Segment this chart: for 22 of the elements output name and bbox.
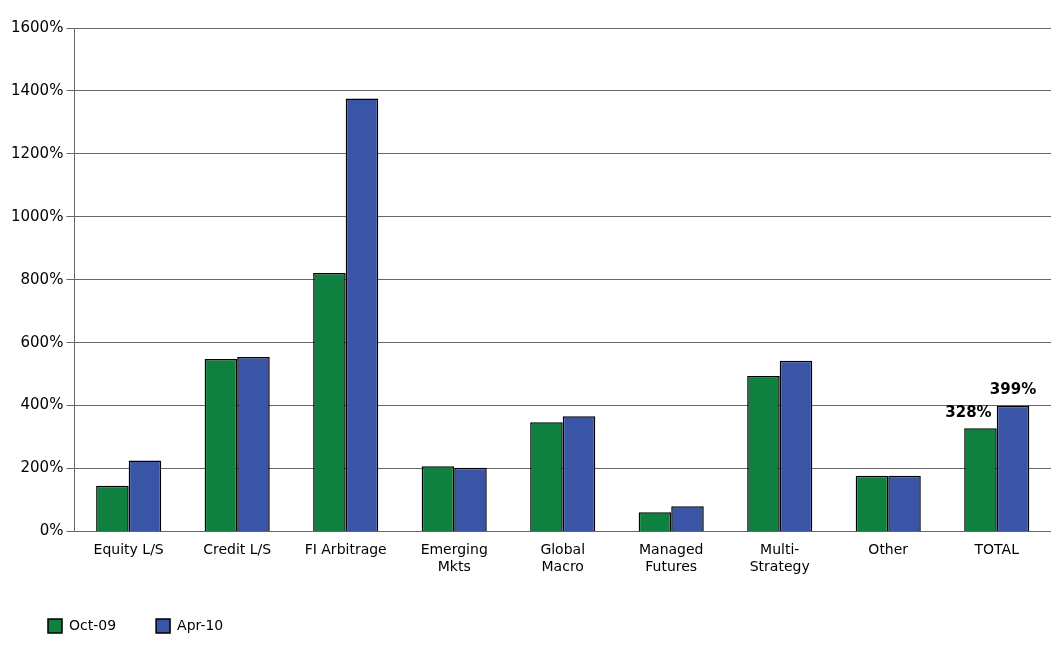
x-tick-label: FI Arbitrage <box>304 541 387 558</box>
x-tick-label: Managed Futures <box>638 541 704 575</box>
x-tick-label: Global Macro <box>540 541 586 575</box>
y-tick-label: 400% <box>20 395 64 414</box>
x-tick-label: Credit L/S <box>203 541 272 558</box>
x-tick-label: Other <box>868 541 909 558</box>
x-tick-label: Multi-Strategy <box>749 541 810 575</box>
y-tick-label: 1400% <box>10 80 64 99</box>
x-tick-label: TOTAL <box>973 541 1020 558</box>
legend-label: Apr-10 <box>177 616 224 633</box>
y-tick-label: 1600% <box>10 17 64 36</box>
y-tick-label: 800% <box>20 269 64 288</box>
x-tick-label: Emerging Mkts <box>420 541 488 575</box>
x-tick-label: Equity L/S <box>93 541 164 558</box>
legend-label: Oct-09 <box>69 616 117 633</box>
data-label: 399% <box>989 380 1037 399</box>
y-tick-label: 600% <box>20 332 64 351</box>
data-label: 328% <box>945 402 992 421</box>
y-tick-label: 1000% <box>10 206 64 225</box>
y-tick-label: 0% <box>39 521 64 540</box>
y-tick-label: 200% <box>20 458 64 477</box>
y-tick-label: 1200% <box>10 143 64 162</box>
